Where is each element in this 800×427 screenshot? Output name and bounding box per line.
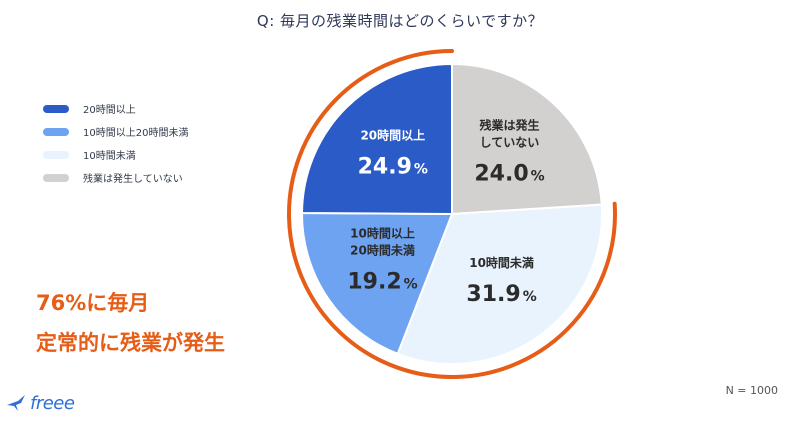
slice-value-label: 24.9% (358, 154, 428, 179)
legend-label: 10時間以上20時間未満 (83, 128, 189, 139)
slice-label: 10時間以上 (350, 226, 415, 241)
legend-item: 10時間未満 (43, 143, 188, 166)
sample-size: N = 1000 (725, 384, 778, 397)
slice-label: 10時間未満 (469, 255, 534, 270)
slice-value-label: 24.0% (474, 161, 544, 186)
slice-label: していない (480, 135, 540, 149)
logo-text: freee (30, 392, 75, 414)
legend-swatch (43, 104, 69, 113)
legend-label: 残業は発生していない (83, 174, 183, 185)
slice-value-label: 31.9% (466, 282, 536, 307)
slice-label: 20時間以上 (360, 127, 425, 142)
legend-swatch (43, 173, 69, 182)
pie-slice (300, 62, 453, 216)
legend-label: 20時間以上 (83, 105, 136, 116)
legend-label: 10時間未満 (83, 151, 136, 162)
headline-line-2: 定常的に残業が発生 (36, 331, 225, 355)
chart-legend: 20時間以上 10時間以上20時間未満 10時間未満残業は発生していない (43, 97, 188, 189)
pie-slice (301, 212, 454, 356)
slice-value-label: 19.2% (347, 270, 417, 295)
legend-item: 20時間以上 (43, 97, 188, 120)
chart-title: Q: 毎月の残業時間はどのくらいですか？ (256, 12, 544, 30)
slice-label: 20時間未満 (350, 243, 415, 258)
legend-item: 残業は発生していない (43, 166, 188, 189)
highlight-arc (287, 49, 617, 379)
freee-logo: freee (6, 392, 75, 414)
bird-icon (7, 395, 25, 411)
legend-swatch (43, 150, 69, 159)
headline: 76%に毎月 定常的に残業が発生 (36, 283, 225, 363)
pie-slice (396, 203, 603, 365)
legend-item: 10時間以上20時間未満 (43, 120, 188, 143)
legend-swatch (43, 127, 69, 136)
slice-label: 残業は発生 (479, 117, 539, 132)
headline-line-1: 76%に毎月 (36, 291, 150, 315)
pie-slice (451, 62, 603, 216)
